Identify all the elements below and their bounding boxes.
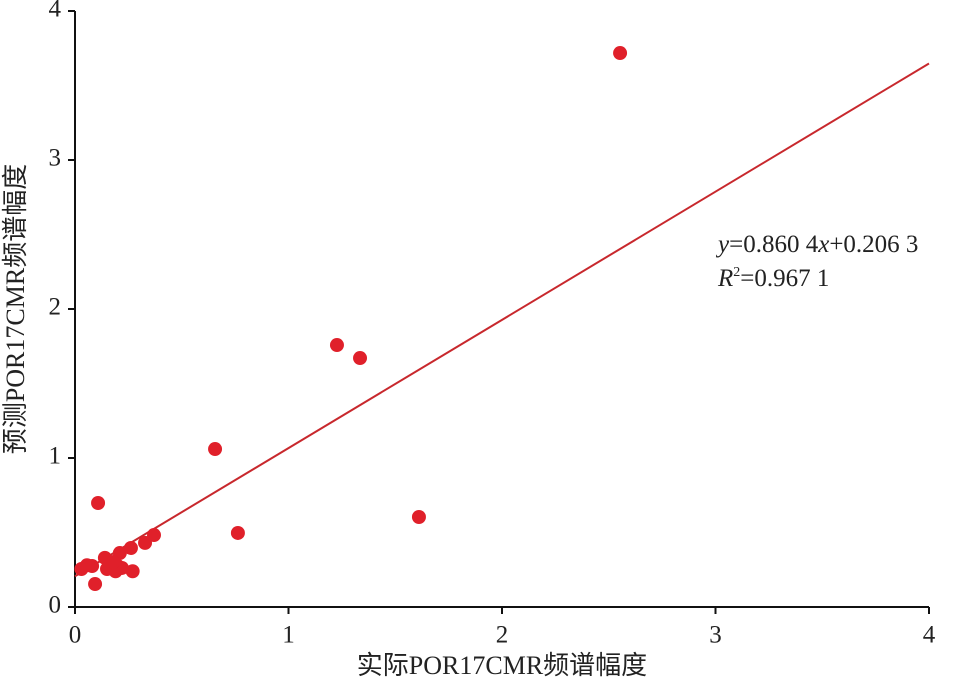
point	[91, 495, 106, 510]
point	[353, 351, 368, 366]
point	[613, 46, 628, 61]
y-tick-label: 2	[49, 294, 62, 321]
point	[146, 528, 161, 543]
annotation-part: 2	[733, 265, 740, 280]
point	[329, 338, 344, 353]
point	[88, 577, 103, 592]
x-tick-label: 2	[496, 622, 509, 649]
point	[125, 564, 140, 579]
point	[123, 540, 138, 555]
y-tick-label: 0	[49, 592, 62, 619]
trendline	[74, 62, 930, 578]
x-tick-label: 4	[923, 622, 936, 649]
annotation: R2=0.967 1	[717, 265, 829, 292]
y-tick-label: 1	[49, 443, 62, 470]
annotation-part: =0.860 4	[729, 231, 819, 258]
y-tick-label: 4	[49, 0, 62, 23]
annotation-part: y	[715, 231, 730, 258]
point	[106, 555, 121, 570]
x-axis-title: 实际POR17CMR频谱幅度	[357, 651, 647, 680]
x-tick-label: 1	[282, 622, 295, 649]
annotation-part: =0.967 1	[740, 265, 829, 292]
annotation: y=0.860 4x+0.206 3	[715, 231, 918, 258]
annotation-part: R	[717, 265, 733, 292]
y-tick-label: 3	[49, 145, 62, 172]
x-tick-label: 3	[709, 622, 722, 649]
point	[138, 535, 153, 550]
x-tick-label: 0	[69, 622, 82, 649]
point	[85, 559, 100, 574]
point	[230, 525, 245, 540]
point	[411, 510, 426, 525]
point	[208, 442, 223, 457]
annotation-part: +0.206 3	[829, 231, 918, 258]
y-axis-title: 预测POR17CMR频谱幅度	[1, 164, 30, 454]
annotation-part: x	[817, 231, 829, 258]
